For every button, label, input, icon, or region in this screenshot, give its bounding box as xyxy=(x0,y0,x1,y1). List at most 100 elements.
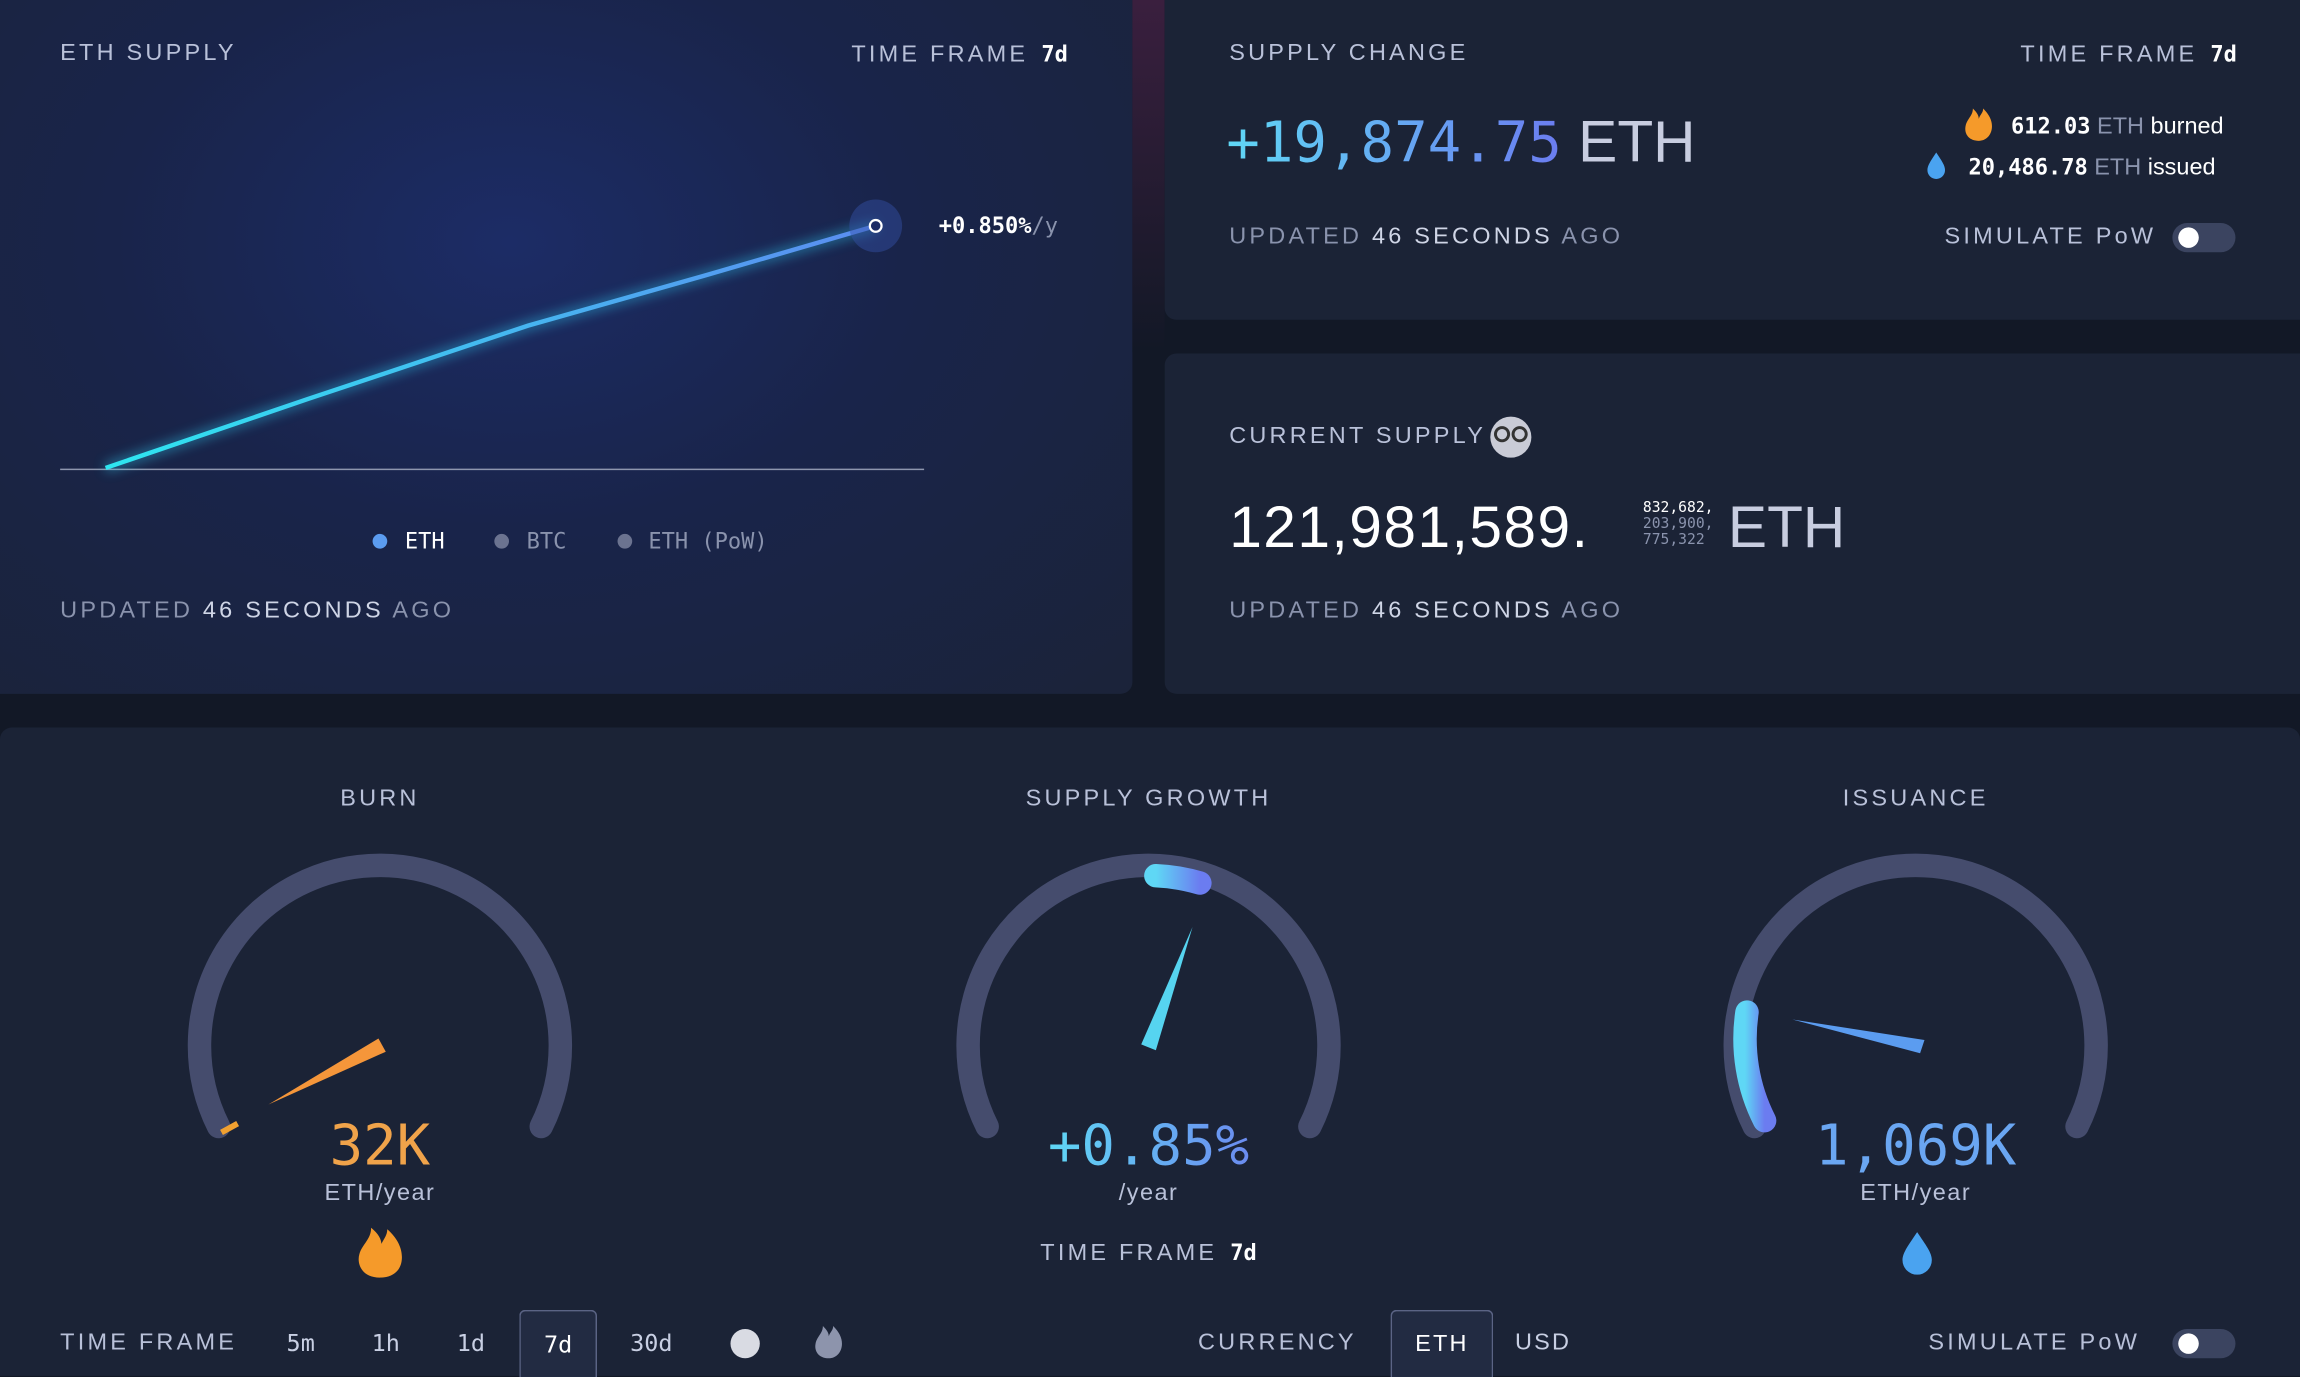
gauge-needle xyxy=(1141,927,1193,1051)
supply-change-amount: +19,874.75 ETH xyxy=(1226,109,1695,176)
label: burned xyxy=(2150,114,2224,140)
supply-fraction: 203,900, xyxy=(1642,516,1714,533)
flame-icon xyxy=(1965,108,1992,141)
time-frame-button[interactable]: 1d xyxy=(456,1328,485,1357)
value: 46 SECONDS xyxy=(202,598,384,624)
gauge-unit: ETH/year xyxy=(324,1180,436,1206)
toggle-knob xyxy=(2178,1333,2199,1354)
time-frame-button[interactable]: 1h xyxy=(371,1328,400,1357)
gauge-fill xyxy=(220,1121,240,1135)
rate-unit: /y xyxy=(1031,212,1059,240)
gauge-unit: ETH/year xyxy=(1860,1180,1972,1206)
suffix: AGO xyxy=(1561,598,1624,624)
prefix: UPDATED xyxy=(1229,598,1363,624)
legend-entry[interactable]: ETH xyxy=(404,528,445,555)
label: TIME FRAME xyxy=(851,42,1029,68)
divider-strip xyxy=(1132,0,1165,353)
gauge-fill xyxy=(1144,863,1212,895)
time-frame-button[interactable]: 7d xyxy=(519,1309,598,1377)
amount: +19,874.75 xyxy=(1226,110,1562,175)
legend-entry[interactable]: ETH (PoW) xyxy=(648,528,768,555)
current-supply-panel xyxy=(1164,353,2300,694)
label: TIME FRAME xyxy=(2020,42,2198,68)
suffix: AGO xyxy=(1561,224,1624,250)
supply-change-panel xyxy=(1164,0,2300,320)
supply-fraction: 832,682, xyxy=(1642,500,1714,517)
value: 7d xyxy=(1230,1239,1257,1266)
eth-supply-panel xyxy=(0,0,1133,694)
panel-title: CURRENT SUPPLY xyxy=(1229,423,1487,449)
updated: UPDATED 46 SECONDS AGO xyxy=(1229,594,1623,629)
supply-whole: 121,981,589. xyxy=(1229,495,1590,561)
simulate-label: SIMULATE PoW xyxy=(1944,224,2157,250)
gauge-needle xyxy=(268,1038,386,1105)
burned: 612.03 ETH burned xyxy=(2011,109,2224,146)
chart-line xyxy=(104,223,877,471)
gauge-value: 32K xyxy=(329,1113,431,1178)
legend-entry[interactable]: BTC xyxy=(526,528,567,555)
value: 46 SECONDS xyxy=(1371,598,1553,624)
drop-icon xyxy=(1927,152,1946,179)
label: TIME FRAME xyxy=(1040,1240,1218,1266)
supply-unit: ETH xyxy=(1727,495,1846,561)
issued: 20,486.78 ETH issued xyxy=(1968,150,2215,187)
value: 20,486.78 xyxy=(1968,154,2088,181)
legend-dot xyxy=(617,533,633,549)
gauge-title: ISSUANCE xyxy=(1842,786,1989,812)
gauge-track xyxy=(956,853,1341,1139)
gauge-value: 1,069K xyxy=(1815,1113,2017,1178)
gauge-title: SUPPLY GROWTH xyxy=(1025,786,1272,812)
footer-label: TIME FRAME xyxy=(60,1330,238,1356)
value: 612.03 xyxy=(2011,112,2091,140)
prefix: UPDATED xyxy=(1229,224,1363,250)
unit: ETH xyxy=(2097,114,2144,140)
value: 7d xyxy=(1041,41,1068,68)
panel-title: ETH SUPPLY xyxy=(60,41,237,67)
time-frame: TIME FRAME 7d xyxy=(851,37,1068,74)
panel-title: SUPPLY CHANGE xyxy=(1229,41,1469,67)
value: 46 SECONDS xyxy=(1371,224,1553,250)
toggle-knob xyxy=(2178,227,2199,248)
gauge-track xyxy=(187,853,572,1139)
nerd-glasses xyxy=(1511,426,1528,443)
simulate-toggle[interactable] xyxy=(2172,222,2236,253)
gauge-value: +0.85% xyxy=(1047,1113,1250,1178)
footer-label: CURRENCY xyxy=(1197,1330,1357,1356)
updated: UPDATED 46 SECONDS AGO xyxy=(1229,220,1623,255)
chart-line-glow xyxy=(104,221,877,473)
currency-button[interactable]: USD xyxy=(1515,1330,1572,1356)
gauge-fill xyxy=(1733,1000,1777,1133)
time-frame-button[interactable]: 5m xyxy=(286,1328,315,1357)
legend-dot xyxy=(494,533,509,549)
gauge-track xyxy=(1723,853,2108,1139)
gauge-unit: /year xyxy=(1118,1180,1179,1206)
flame-icon xyxy=(358,1227,402,1278)
suffix: AGO xyxy=(392,598,455,624)
prefix: UPDATED xyxy=(60,598,194,624)
drop-icon xyxy=(1902,1232,1932,1275)
panda-icon xyxy=(730,1328,760,1359)
time-frame: TIME FRAME 7d xyxy=(2020,37,2237,74)
simulate-label: SIMULATE PoW xyxy=(1928,1330,2141,1356)
simulate-toggle[interactable] xyxy=(2172,1328,2236,1359)
chart-endpoint xyxy=(868,218,883,233)
gauge-needle xyxy=(1792,1019,1925,1054)
currency-button[interactable]: ETH xyxy=(1390,1309,1494,1377)
nerd-glasses xyxy=(1493,426,1511,443)
time-frame-button[interactable]: 30d xyxy=(630,1328,673,1357)
time-frame: TIME FRAME 7d xyxy=(1040,1235,1257,1272)
rate: +0.850% xyxy=(938,212,1032,240)
legend-dot xyxy=(372,533,388,549)
gauge-title: BURN xyxy=(340,786,420,812)
label: issued xyxy=(2147,155,2216,181)
value: 7d xyxy=(2210,41,2237,68)
flame-icon xyxy=(815,1326,842,1359)
unit: ETH xyxy=(1578,110,1696,175)
unit: ETH xyxy=(2094,155,2142,181)
rate-label: +0.850%/y xyxy=(939,208,1058,243)
supply-fraction: 775,322 xyxy=(1642,532,1705,549)
updated: UPDATED 46 SECONDS AGO xyxy=(60,594,454,629)
